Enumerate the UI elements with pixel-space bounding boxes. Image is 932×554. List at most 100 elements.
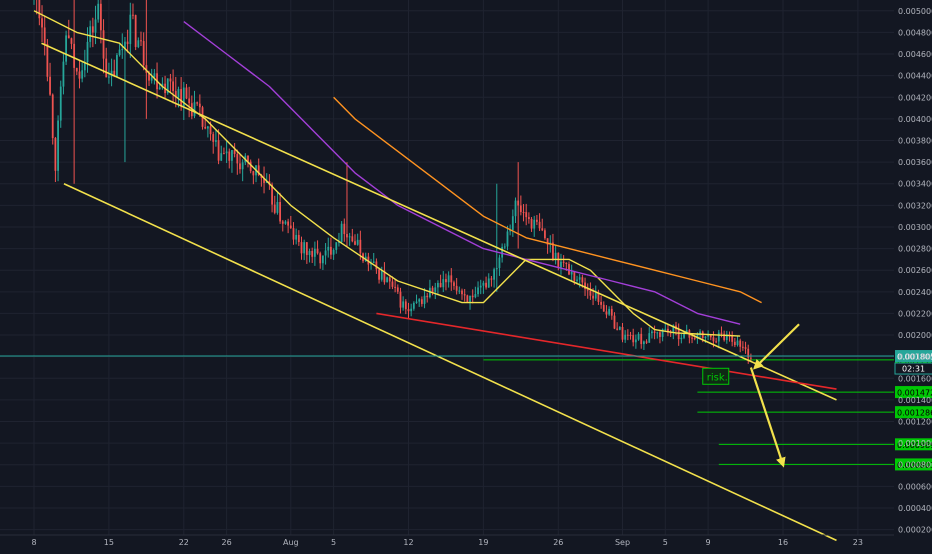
red-support-line[interactable]	[376, 312, 837, 390]
candle-body	[386, 277, 388, 283]
candle-body	[514, 200, 517, 217]
candle-body	[536, 219, 538, 222]
candle-body	[578, 277, 581, 280]
x-tick-label: 16	[778, 538, 788, 547]
x-tick-label: 5	[331, 538, 336, 547]
candle-body	[741, 346, 744, 348]
candle-body	[140, 40, 142, 42]
moving-average-line	[33, 10, 741, 337]
target-level-tag	[895, 386, 932, 399]
candle-body	[305, 242, 308, 255]
candle-body	[324, 250, 327, 256]
candle-body	[70, 38, 73, 44]
candle-body	[709, 334, 712, 338]
candle-body	[651, 331, 653, 334]
channel-lower-line[interactable]	[63, 183, 837, 542]
candle-body	[158, 87, 161, 90]
y-tick-label: 0.0024000	[898, 288, 932, 297]
candle-body	[479, 285, 482, 288]
candle-body	[271, 184, 273, 205]
candle-body	[169, 78, 172, 82]
candle-body	[691, 337, 693, 339]
candle-body	[495, 268, 498, 270]
candle-body	[474, 294, 477, 298]
candle-body	[249, 161, 252, 172]
candle-body	[86, 41, 89, 63]
candle-body	[498, 257, 501, 269]
x-tick-label: 22	[179, 538, 189, 547]
candle-body	[487, 278, 490, 288]
candle-body	[41, 18, 43, 28]
trendlines[interactable]	[41, 42, 837, 542]
candle-body	[231, 150, 233, 161]
candle-body	[594, 293, 597, 299]
candle-body	[412, 302, 415, 309]
candle-body	[223, 153, 225, 155]
candle-body	[116, 55, 118, 77]
candle-body	[241, 162, 244, 170]
candle-body	[447, 275, 450, 283]
candle-body	[335, 242, 338, 250]
candle-body	[83, 62, 86, 71]
arrows[interactable]	[749, 323, 800, 468]
y-tick-label: 0.0002000	[898, 526, 932, 535]
candle-body	[554, 252, 557, 259]
y-tick-label: 0.0048000	[898, 28, 932, 37]
candle-body	[685, 330, 688, 333]
candle-body	[541, 228, 544, 231]
candle-body	[418, 299, 421, 302]
candle-body	[506, 231, 509, 247]
candle-body	[300, 242, 303, 254]
x-tick-label: 12	[403, 538, 413, 547]
entry-arrow[interactable]	[753, 323, 800, 370]
candle-body	[383, 270, 386, 283]
y-tick-label: 0.0010000	[898, 439, 932, 448]
x-tick-label: 23	[853, 538, 863, 547]
candle-body	[434, 287, 437, 292]
target-level-label: 0.0012865	[897, 409, 932, 418]
candle-body	[723, 333, 726, 341]
candle-body	[453, 282, 455, 286]
candle-body	[493, 269, 495, 280]
y-axis: 0.00020000.00040000.00060000.00080000.00…	[898, 7, 932, 535]
countdown-label: 02:31	[902, 365, 925, 374]
candle-body	[303, 242, 306, 254]
candle-body	[731, 335, 734, 342]
grid	[0, 0, 894, 535]
candle-body	[426, 295, 429, 298]
candle-body	[153, 73, 156, 78]
candle-body	[404, 301, 407, 310]
target-arrow[interactable]	[749, 367, 786, 468]
candle-body	[659, 332, 661, 337]
candle-body	[276, 202, 279, 213]
candle-body	[562, 261, 565, 263]
candle-body	[43, 27, 46, 45]
candles	[33, 0, 752, 364]
candle-body	[113, 70, 116, 77]
candle-body	[110, 70, 113, 77]
y-tick-label: 0.0040000	[898, 115, 932, 124]
candle-body	[89, 26, 92, 42]
candle-body	[696, 333, 699, 339]
candle-body	[634, 339, 637, 343]
target-level-label: 0.0009890	[897, 441, 932, 450]
candle-body	[442, 279, 445, 288]
candle-body	[313, 248, 316, 257]
channel-upper-line[interactable]	[41, 42, 837, 401]
candle-body	[699, 331, 701, 334]
y-tick-label: 0.0006000	[898, 482, 932, 491]
candle-body	[287, 221, 290, 226]
x-tick-label: 26	[222, 538, 232, 547]
candle-body	[118, 49, 121, 56]
candle-body	[469, 295, 471, 303]
candle-body	[667, 328, 669, 333]
candle-body	[589, 290, 592, 296]
candle-body	[289, 225, 292, 229]
candle-body	[134, 15, 137, 47]
candle-body	[38, 0, 41, 19]
candle-body	[445, 279, 447, 283]
candle-body	[715, 341, 718, 343]
y-tick-label: 0.0018000	[898, 353, 932, 362]
